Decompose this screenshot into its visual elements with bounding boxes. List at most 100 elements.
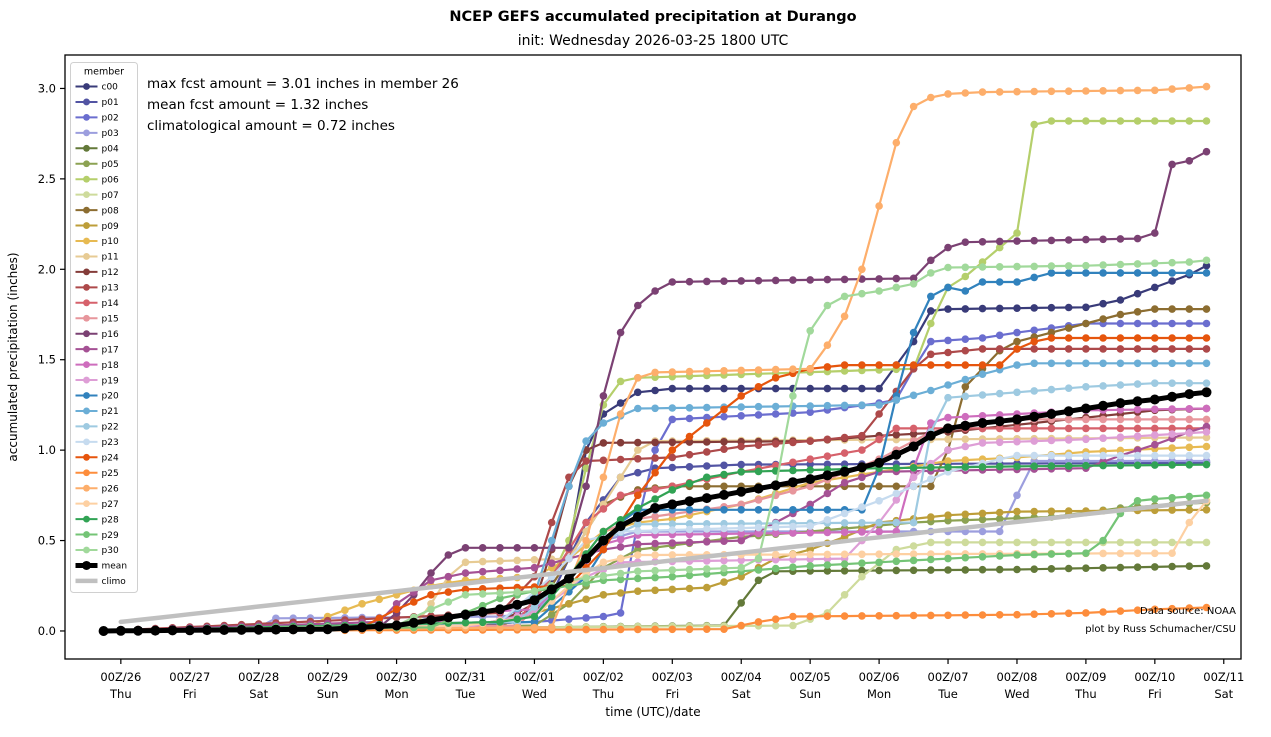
series-p30-marker [892, 283, 901, 292]
series-p13-marker [1030, 345, 1038, 353]
series-mean-marker [357, 622, 368, 633]
series-p25-marker [944, 611, 952, 620]
series-p29-marker [1151, 495, 1159, 503]
series-p27-marker [909, 550, 918, 558]
x-tick-day-label: Thu [1074, 687, 1097, 701]
legend-item-label: p19 [102, 376, 119, 386]
y-axis-ticks: 0.0 0.5 1.0 1.5 2.0 2.5 3.0 [38, 81, 65, 638]
series-p08-marker [1151, 305, 1159, 313]
series-p06-marker [1099, 117, 1107, 125]
series-p17-marker [1133, 446, 1142, 454]
series-p30-marker [582, 574, 590, 582]
series-p20-marker [978, 278, 987, 286]
series-p20-marker [1099, 269, 1107, 277]
series-p20-marker [754, 506, 763, 514]
legend-item-p25: p25 [75, 469, 119, 479]
legend-swatch-marker [83, 546, 90, 554]
series-p24-marker [427, 591, 435, 599]
series-p16-marker [582, 482, 590, 491]
series-p10-marker [1168, 444, 1176, 452]
series-mean-marker [667, 499, 678, 510]
legend-item-label: c00 [102, 83, 119, 93]
series-p07-marker [1168, 538, 1176, 547]
series-p22-marker [668, 520, 677, 528]
series-p22-marker [703, 520, 711, 528]
series-p13-marker [806, 437, 814, 445]
x-axis-label: time (UTC)/date [605, 705, 700, 719]
series-p16-marker [1185, 157, 1194, 165]
series-p28-marker [995, 462, 1004, 471]
series-p24-marker [651, 468, 659, 477]
series-p25-marker [1202, 603, 1211, 612]
series-p29-marker [978, 553, 987, 561]
series-mean-marker [736, 486, 747, 497]
series-p27-marker [840, 550, 849, 559]
series-p08-marker [1168, 305, 1176, 313]
series-p18-marker [737, 529, 745, 538]
series-c00-marker [1099, 299, 1107, 308]
series-p08-marker [1185, 305, 1194, 313]
series-p19-marker [1133, 432, 1142, 441]
series-p09-marker [1013, 507, 1021, 516]
series-p20-marker [961, 287, 970, 295]
series-p24-marker [1013, 345, 1021, 353]
series-p26-marker [547, 623, 556, 632]
series-p29-marker [789, 563, 797, 571]
series-p26-marker [1151, 86, 1159, 95]
series-p16-marker [1168, 160, 1176, 169]
data-source-credit: Data source: NOAA [1140, 606, 1236, 617]
series-c00-marker [1116, 296, 1125, 304]
series-p24-marker [1202, 334, 1211, 342]
series-p30-marker [927, 269, 935, 277]
series-p30-marker [1151, 259, 1159, 268]
series-p29-marker [1030, 550, 1038, 559]
legend-swatch-marker [83, 407, 90, 415]
legend-swatch-marker [83, 376, 90, 384]
series-p27-marker [806, 550, 814, 559]
series-mean-marker [1046, 409, 1057, 419]
series-p02-marker [616, 609, 625, 617]
series-mean-marker [115, 625, 126, 636]
series-p23-marker [651, 526, 659, 535]
series-p16-marker [478, 544, 487, 552]
series-p26-marker [789, 365, 797, 374]
series-p08-marker [892, 482, 901, 491]
series-p20-marker [1202, 269, 1211, 277]
series-p25-marker [1151, 605, 1159, 614]
series-p08-marker [1133, 308, 1142, 316]
x-tick-day-label: Wed [1004, 687, 1029, 701]
series-p22-marker [1168, 379, 1176, 388]
series-p29-marker [909, 556, 918, 565]
legend-item-p12: p12 [75, 268, 119, 278]
series-p26-marker [1064, 87, 1073, 95]
series-p19-marker [1013, 437, 1021, 446]
series-p02-marker [771, 410, 780, 418]
series-p25-marker [909, 611, 918, 620]
series-p28-marker [513, 615, 521, 623]
series-p14-marker [1168, 424, 1176, 433]
series-mean-marker [253, 624, 264, 635]
series-p15-marker [1064, 415, 1073, 424]
series-p04-marker [754, 576, 763, 585]
series-c00-marker [703, 384, 711, 393]
series-p26-marker [944, 90, 952, 98]
legend-item-p10: p10 [75, 237, 119, 247]
series-mean-marker [1115, 398, 1126, 409]
series-p21-marker [685, 404, 694, 412]
legend-item-label: p11 [102, 253, 119, 263]
series-p07-marker [858, 572, 866, 581]
series-p18-marker [1151, 405, 1159, 414]
series-p06-marker [616, 377, 625, 386]
series-p23-marker [720, 524, 728, 533]
series-p13-marker [961, 346, 970, 355]
series-mean-marker [98, 626, 109, 636]
series-p22-marker [995, 389, 1004, 398]
series-p04-marker [892, 566, 901, 575]
series-p26-marker [961, 89, 970, 97]
legend-swatch-marker [82, 560, 91, 570]
series-mean-marker [1098, 400, 1109, 411]
series-p30-marker [1133, 260, 1142, 268]
series-p13-marker [582, 457, 590, 465]
series-p26-marker [1168, 85, 1176, 93]
series-p25-marker [875, 612, 883, 620]
